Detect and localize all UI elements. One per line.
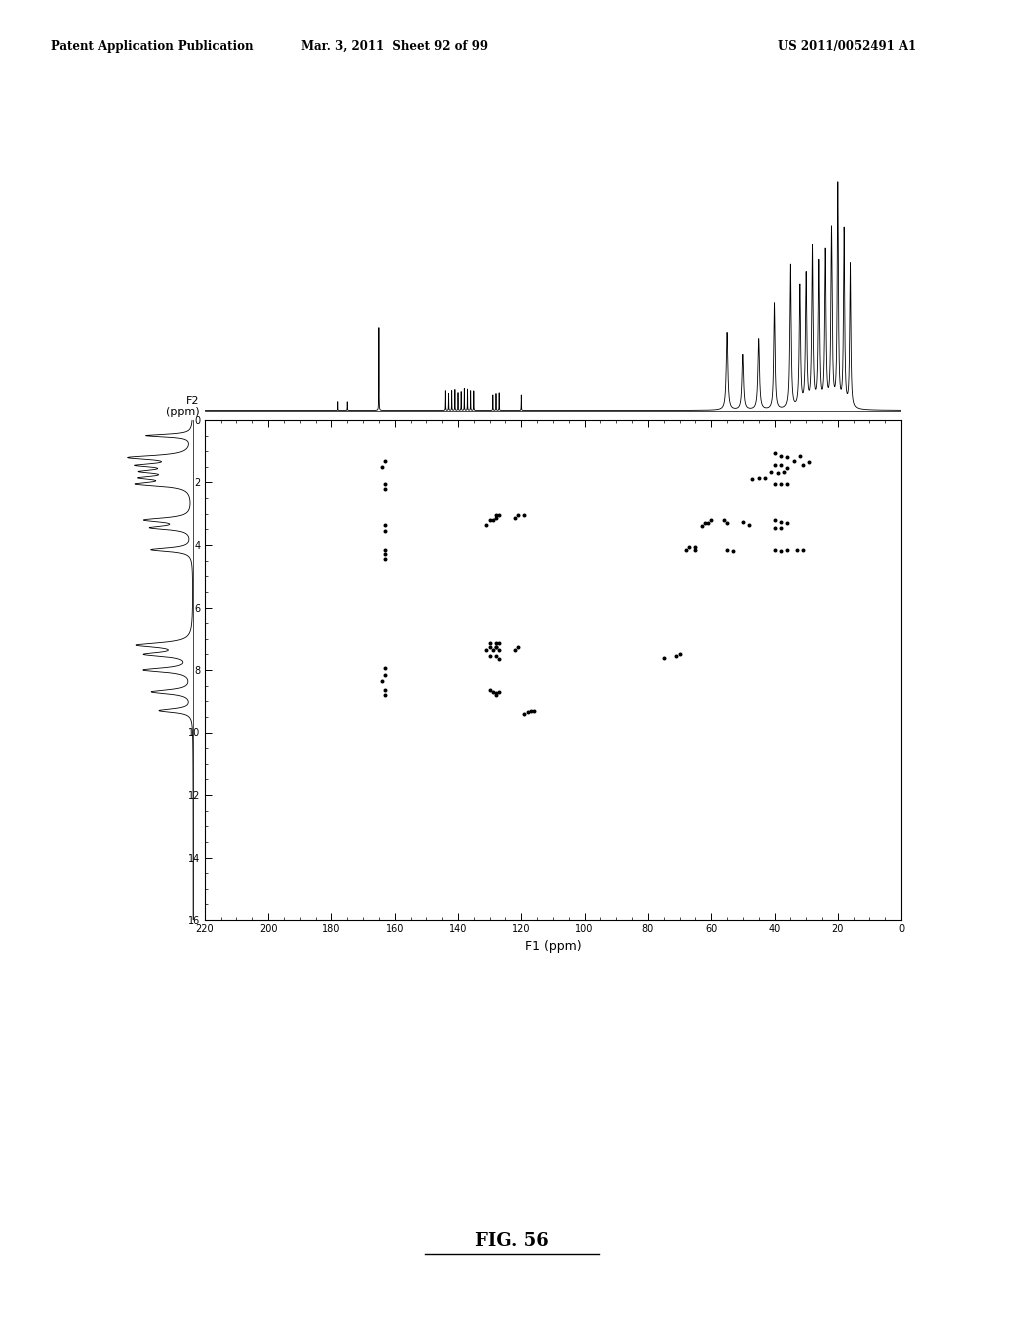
Point: [519, 702, 536, 723]
Point: [741, 513, 758, 535]
Point: [481, 632, 498, 653]
Point: [377, 549, 393, 570]
Point: [507, 508, 523, 529]
Point: [655, 647, 672, 668]
Point: [773, 474, 790, 495]
Point: [776, 461, 793, 482]
Point: [490, 648, 507, 669]
Point: [725, 541, 741, 562]
Text: Patent Application Publication: Patent Application Publication: [51, 40, 254, 53]
Text: Mar. 3, 2011  Sheet 92 of 99: Mar. 3, 2011 Sheet 92 of 99: [301, 40, 487, 53]
Point: [773, 445, 790, 466]
Point: [792, 445, 808, 466]
Point: [490, 632, 507, 653]
Point: [377, 664, 393, 685]
Point: [481, 510, 498, 531]
Point: [744, 469, 761, 490]
Point: [377, 680, 393, 701]
Point: [766, 455, 782, 477]
Point: [763, 461, 779, 482]
Point: [769, 462, 785, 483]
Point: [779, 458, 796, 479]
Point: [516, 704, 532, 725]
Point: [734, 511, 751, 532]
Point: [377, 513, 393, 535]
Point: [377, 520, 393, 541]
Text: F2
(ppm): F2 (ppm): [166, 396, 200, 417]
Point: [693, 516, 710, 537]
Point: [374, 671, 390, 692]
Point: [377, 474, 393, 495]
Point: [672, 644, 688, 665]
Point: [377, 478, 393, 499]
Point: [377, 450, 393, 471]
Point: [669, 645, 685, 667]
Point: [779, 447, 796, 469]
Point: [377, 544, 393, 565]
Point: [510, 504, 526, 525]
Point: [751, 467, 767, 488]
Point: [678, 539, 694, 560]
Point: [525, 700, 542, 721]
Point: [487, 636, 504, 657]
Point: [716, 510, 732, 531]
Point: [773, 455, 790, 477]
Point: [681, 536, 697, 557]
Point: [487, 636, 504, 657]
Point: [699, 512, 716, 533]
Point: [757, 467, 773, 488]
Point: [484, 510, 501, 531]
Point: [773, 541, 790, 562]
Point: [487, 645, 504, 667]
Point: [374, 457, 390, 478]
Point: [487, 632, 504, 653]
Point: [788, 539, 805, 560]
Point: [795, 539, 811, 560]
Point: [487, 504, 504, 525]
Point: [516, 504, 532, 525]
Point: [687, 539, 703, 560]
Point: [766, 442, 782, 463]
Point: [484, 681, 501, 702]
Point: [484, 639, 501, 660]
Point: [719, 512, 735, 533]
Point: [703, 510, 720, 531]
Text: US 2011/0052491 A1: US 2011/0052491 A1: [778, 40, 916, 53]
Point: [719, 539, 735, 560]
Point: [377, 685, 393, 706]
Point: [766, 510, 782, 531]
Point: [795, 455, 811, 477]
Point: [522, 701, 539, 722]
Point: [490, 681, 507, 702]
X-axis label: F1 (ppm): F1 (ppm): [524, 940, 582, 953]
Point: [507, 639, 523, 660]
Point: [766, 539, 782, 560]
Point: [377, 657, 393, 678]
Text: FIG. 56: FIG. 56: [475, 1232, 549, 1250]
Point: [487, 682, 504, 704]
Point: [377, 539, 393, 560]
Point: [779, 474, 796, 495]
Point: [481, 645, 498, 667]
Point: [773, 511, 790, 532]
Point: [478, 513, 495, 535]
Point: [766, 517, 782, 539]
Point: [510, 636, 526, 657]
Point: [785, 450, 802, 471]
Point: [478, 639, 495, 660]
Point: [779, 539, 796, 560]
Point: [779, 512, 796, 533]
Point: [490, 639, 507, 660]
Point: [490, 504, 507, 525]
Point: [487, 508, 504, 529]
Point: [766, 474, 782, 495]
Point: [696, 512, 713, 533]
Point: [801, 451, 817, 473]
Point: [487, 685, 504, 706]
Point: [481, 636, 498, 657]
Point: [481, 680, 498, 701]
Point: [773, 517, 790, 539]
Point: [687, 536, 703, 557]
